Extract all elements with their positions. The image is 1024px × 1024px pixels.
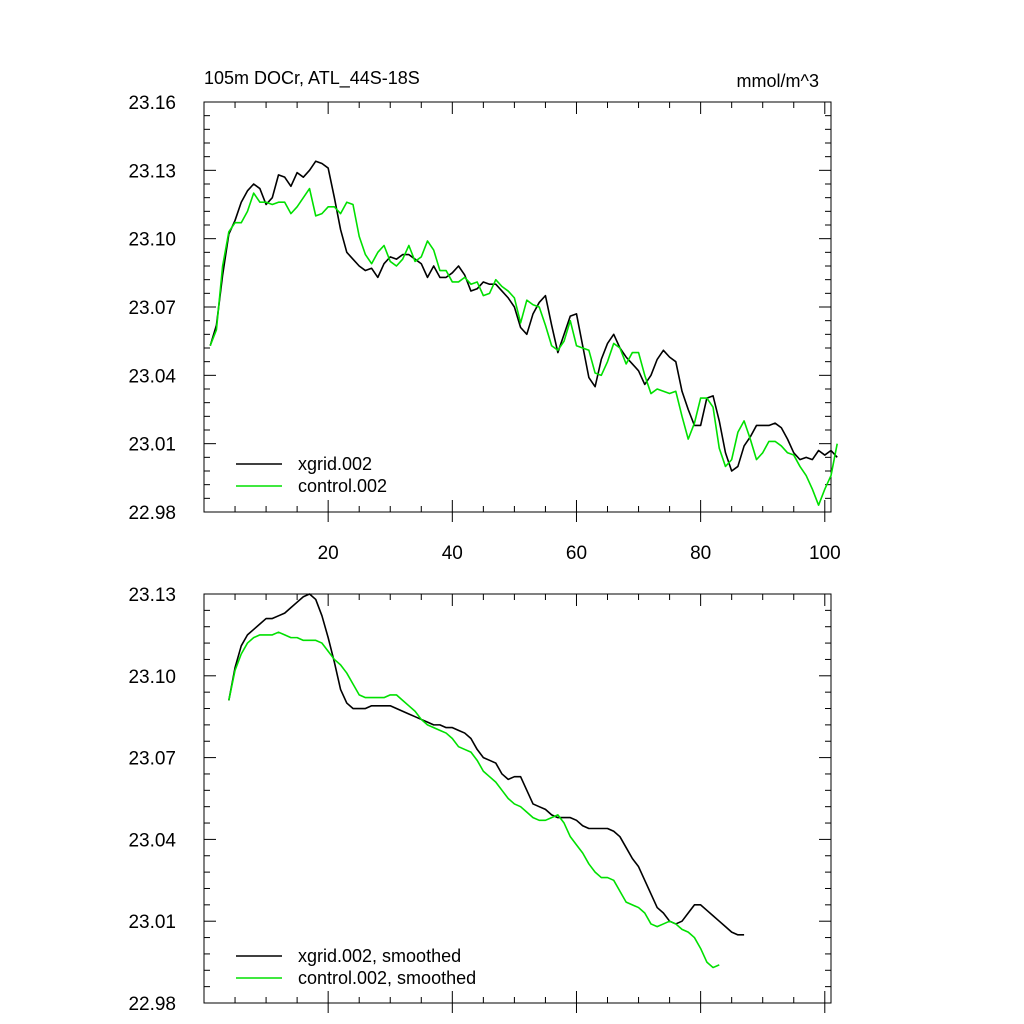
series-line-xgrid [228, 593, 745, 936]
y-tick-label: 23.01 [128, 912, 176, 933]
y-tick-label: 23.04 [128, 366, 176, 387]
x-tick-label: 100 [809, 543, 841, 564]
series-line-control [228, 631, 720, 969]
y-tick-label: 23.07 [128, 749, 176, 770]
y-tick-label: 23.07 [128, 298, 176, 319]
legend-label: control.002 [298, 476, 387, 496]
y-tick-label: 23.10 [128, 230, 176, 251]
legend-label: xgrid.002 [298, 454, 372, 474]
y-tick-label: 22.98 [128, 994, 176, 1015]
bottom-panel: 22.98 23.01 23.04 23.07 23.10 23.13 xgrid.002,… [128, 585, 832, 1015]
legend-label: xgrid.002, smoothed [298, 946, 461, 966]
x-tick-label: 40 [442, 543, 463, 564]
y-tick-label: 23.01 [128, 435, 176, 456]
top-title-right: mmol/m^3 [737, 71, 819, 91]
plot-frame [203, 593, 832, 1004]
x-tick-label: 60 [566, 543, 587, 564]
y-tick-label: 23.04 [128, 830, 176, 851]
series-line-xgrid [209, 160, 838, 472]
y-tick-label: 23.13 [128, 585, 176, 606]
series-line-control [209, 187, 838, 506]
x-tick-label: 20 [318, 543, 339, 564]
legend-label: control.002, smoothed [298, 968, 476, 988]
top-title-left: 105m DOCr, ATL_44S-18S [204, 68, 420, 89]
top-panel: 22.98 23.01 23.04 23.07 23.10 23.13 23.16 20 40 6… [128, 93, 840, 564]
y-tick-label: 23.16 [128, 93, 176, 114]
y-tick-label: 22.98 [128, 503, 176, 524]
y-tick-label: 23.13 [128, 161, 176, 182]
y-tick-label: 23.10 [128, 667, 176, 688]
x-tick-label: 80 [690, 543, 711, 564]
